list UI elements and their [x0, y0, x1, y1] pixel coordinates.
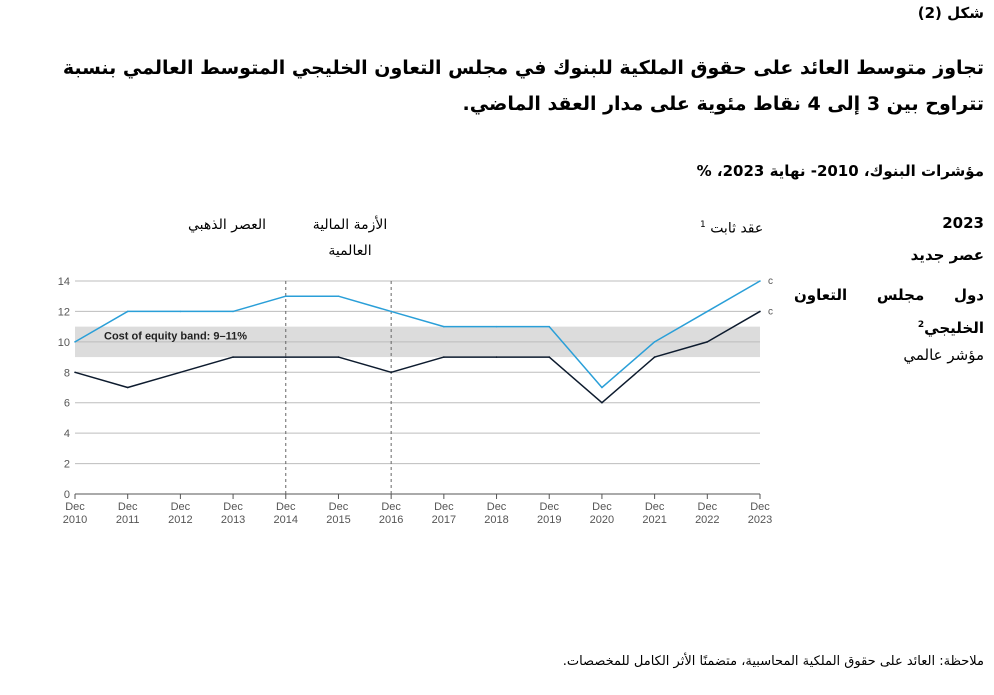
data-point — [232, 310, 234, 313]
y-tick-label: 4 — [64, 428, 70, 440]
data-point — [495, 356, 498, 358]
legend-gcc-footnote: 2 — [917, 320, 925, 330]
series-line-gcc — [74, 280, 761, 389]
financial-crisis-line1: الأزمة المالية — [312, 217, 388, 233]
x-tick-label-year: 2015 — [326, 514, 350, 526]
figure-label: شكل (2) — [917, 4, 984, 22]
x-tick-label-month: Dec — [171, 501, 191, 513]
legend-new-era: عصر جديد — [910, 246, 984, 264]
x-tick-label-year: 2023 — [748, 514, 772, 526]
y-tick-label: 8 — [64, 367, 70, 379]
x-tick-label-month: Dec — [223, 501, 243, 513]
x-tick-label-month: Dec — [276, 501, 296, 513]
x-tick-label-year: 2022 — [695, 514, 719, 526]
financial-crisis-annotation: الأزمة المالية العالمية — [310, 212, 390, 264]
data-point — [653, 341, 656, 343]
y-tick-label: 2 — [64, 459, 70, 471]
x-tick-label-year: 2012 — [168, 514, 192, 526]
legend-gcc: دول مجلس التعاون الخليجي2 — [794, 280, 984, 343]
x-tick-label-month: Dec — [750, 501, 770, 513]
data-point — [284, 295, 287, 298]
x-tick-label-month: Dec — [65, 501, 85, 513]
data-point — [179, 371, 182, 374]
data-point — [337, 356, 340, 358]
financial-crisis-line2: العالمية — [328, 243, 372, 259]
x-tick-label-month: Dec — [645, 501, 665, 513]
x-tick-label-month: Dec — [487, 501, 507, 513]
band-label: Cost of equity band: 9–11% — [104, 331, 247, 343]
x-tick-label-month: Dec — [539, 501, 559, 513]
x-tick-label-year: 2013 — [221, 514, 245, 526]
data-point — [126, 386, 129, 389]
x-tick-label-month: Dec — [381, 501, 401, 513]
data-point — [284, 356, 287, 358]
legend-year: 2023 — [942, 214, 984, 232]
data-point — [601, 386, 603, 389]
golden-age-annotation: العصر الذهبي — [188, 217, 267, 233]
data-point — [390, 310, 392, 313]
data-point — [337, 295, 340, 298]
y-tick-label: 12 — [58, 306, 70, 318]
data-point — [126, 310, 129, 313]
x-tick-label-year: 2016 — [379, 514, 403, 526]
legend-global: مؤشر عالمي — [903, 346, 984, 364]
data-point — [495, 325, 498, 328]
chart-subtitle: مؤشرات البنوك، 2010- نهاية 2023، % — [696, 162, 984, 180]
data-point — [548, 356, 551, 358]
y-tick-label: 6 — [64, 398, 70, 410]
data-point — [759, 280, 761, 282]
x-tick-label-year: 2010 — [63, 514, 87, 526]
legend-gcc-label: دول مجلس التعاون الخليجي — [794, 286, 984, 337]
stable-decade-footnote: 1 — [700, 220, 706, 230]
chart-headline: تجاوز متوسط العائد على حقوق الملكية للبن… — [62, 57, 984, 115]
data-point — [548, 325, 551, 328]
data-point — [390, 371, 392, 374]
stable-decade-annotation: عقد ثابت 1 — [700, 212, 763, 242]
series-line-global — [74, 310, 761, 404]
x-tick-label-year: 2020 — [590, 514, 614, 526]
series-end-marker: c — [768, 276, 773, 287]
data-point — [601, 401, 603, 404]
x-tick-label-year: 2019 — [537, 514, 561, 526]
data-point — [706, 341, 709, 343]
data-point — [759, 310, 761, 313]
x-tick-label-month: Dec — [118, 501, 138, 513]
stable-decade-label: عقد ثابت — [710, 220, 764, 237]
footnote-text: ملاحظة: العائد على حقوق الملكية المحاسبي… — [562, 654, 984, 669]
x-tick-label-year: 2011 — [116, 514, 140, 526]
x-tick-label-year: 2014 — [274, 514, 298, 526]
series-end-marker: c — [768, 306, 773, 317]
data-point — [232, 356, 234, 358]
data-point — [443, 325, 445, 328]
data-point — [74, 341, 76, 343]
x-tick-label-year: 2021 — [642, 514, 666, 526]
x-tick-label-month: Dec — [592, 501, 612, 513]
x-tick-label-month: Dec — [329, 501, 349, 513]
data-point — [653, 356, 656, 358]
x-tick-label-year: 2017 — [432, 514, 456, 526]
y-tick-label: 0 — [64, 489, 70, 501]
x-tick-label-month: Dec — [434, 501, 454, 513]
data-point — [706, 310, 709, 313]
x-tick-label-year: 2018 — [484, 514, 508, 526]
y-tick-label: 10 — [58, 337, 70, 349]
x-tick-label-month: Dec — [698, 501, 718, 513]
data-point — [443, 356, 445, 358]
data-point — [179, 310, 182, 313]
y-tick-label: 14 — [58, 276, 70, 288]
line-chart: 02468101214Dec2010Dec2011Dec2012Dec2013D… — [58, 276, 773, 526]
data-point — [74, 371, 76, 374]
